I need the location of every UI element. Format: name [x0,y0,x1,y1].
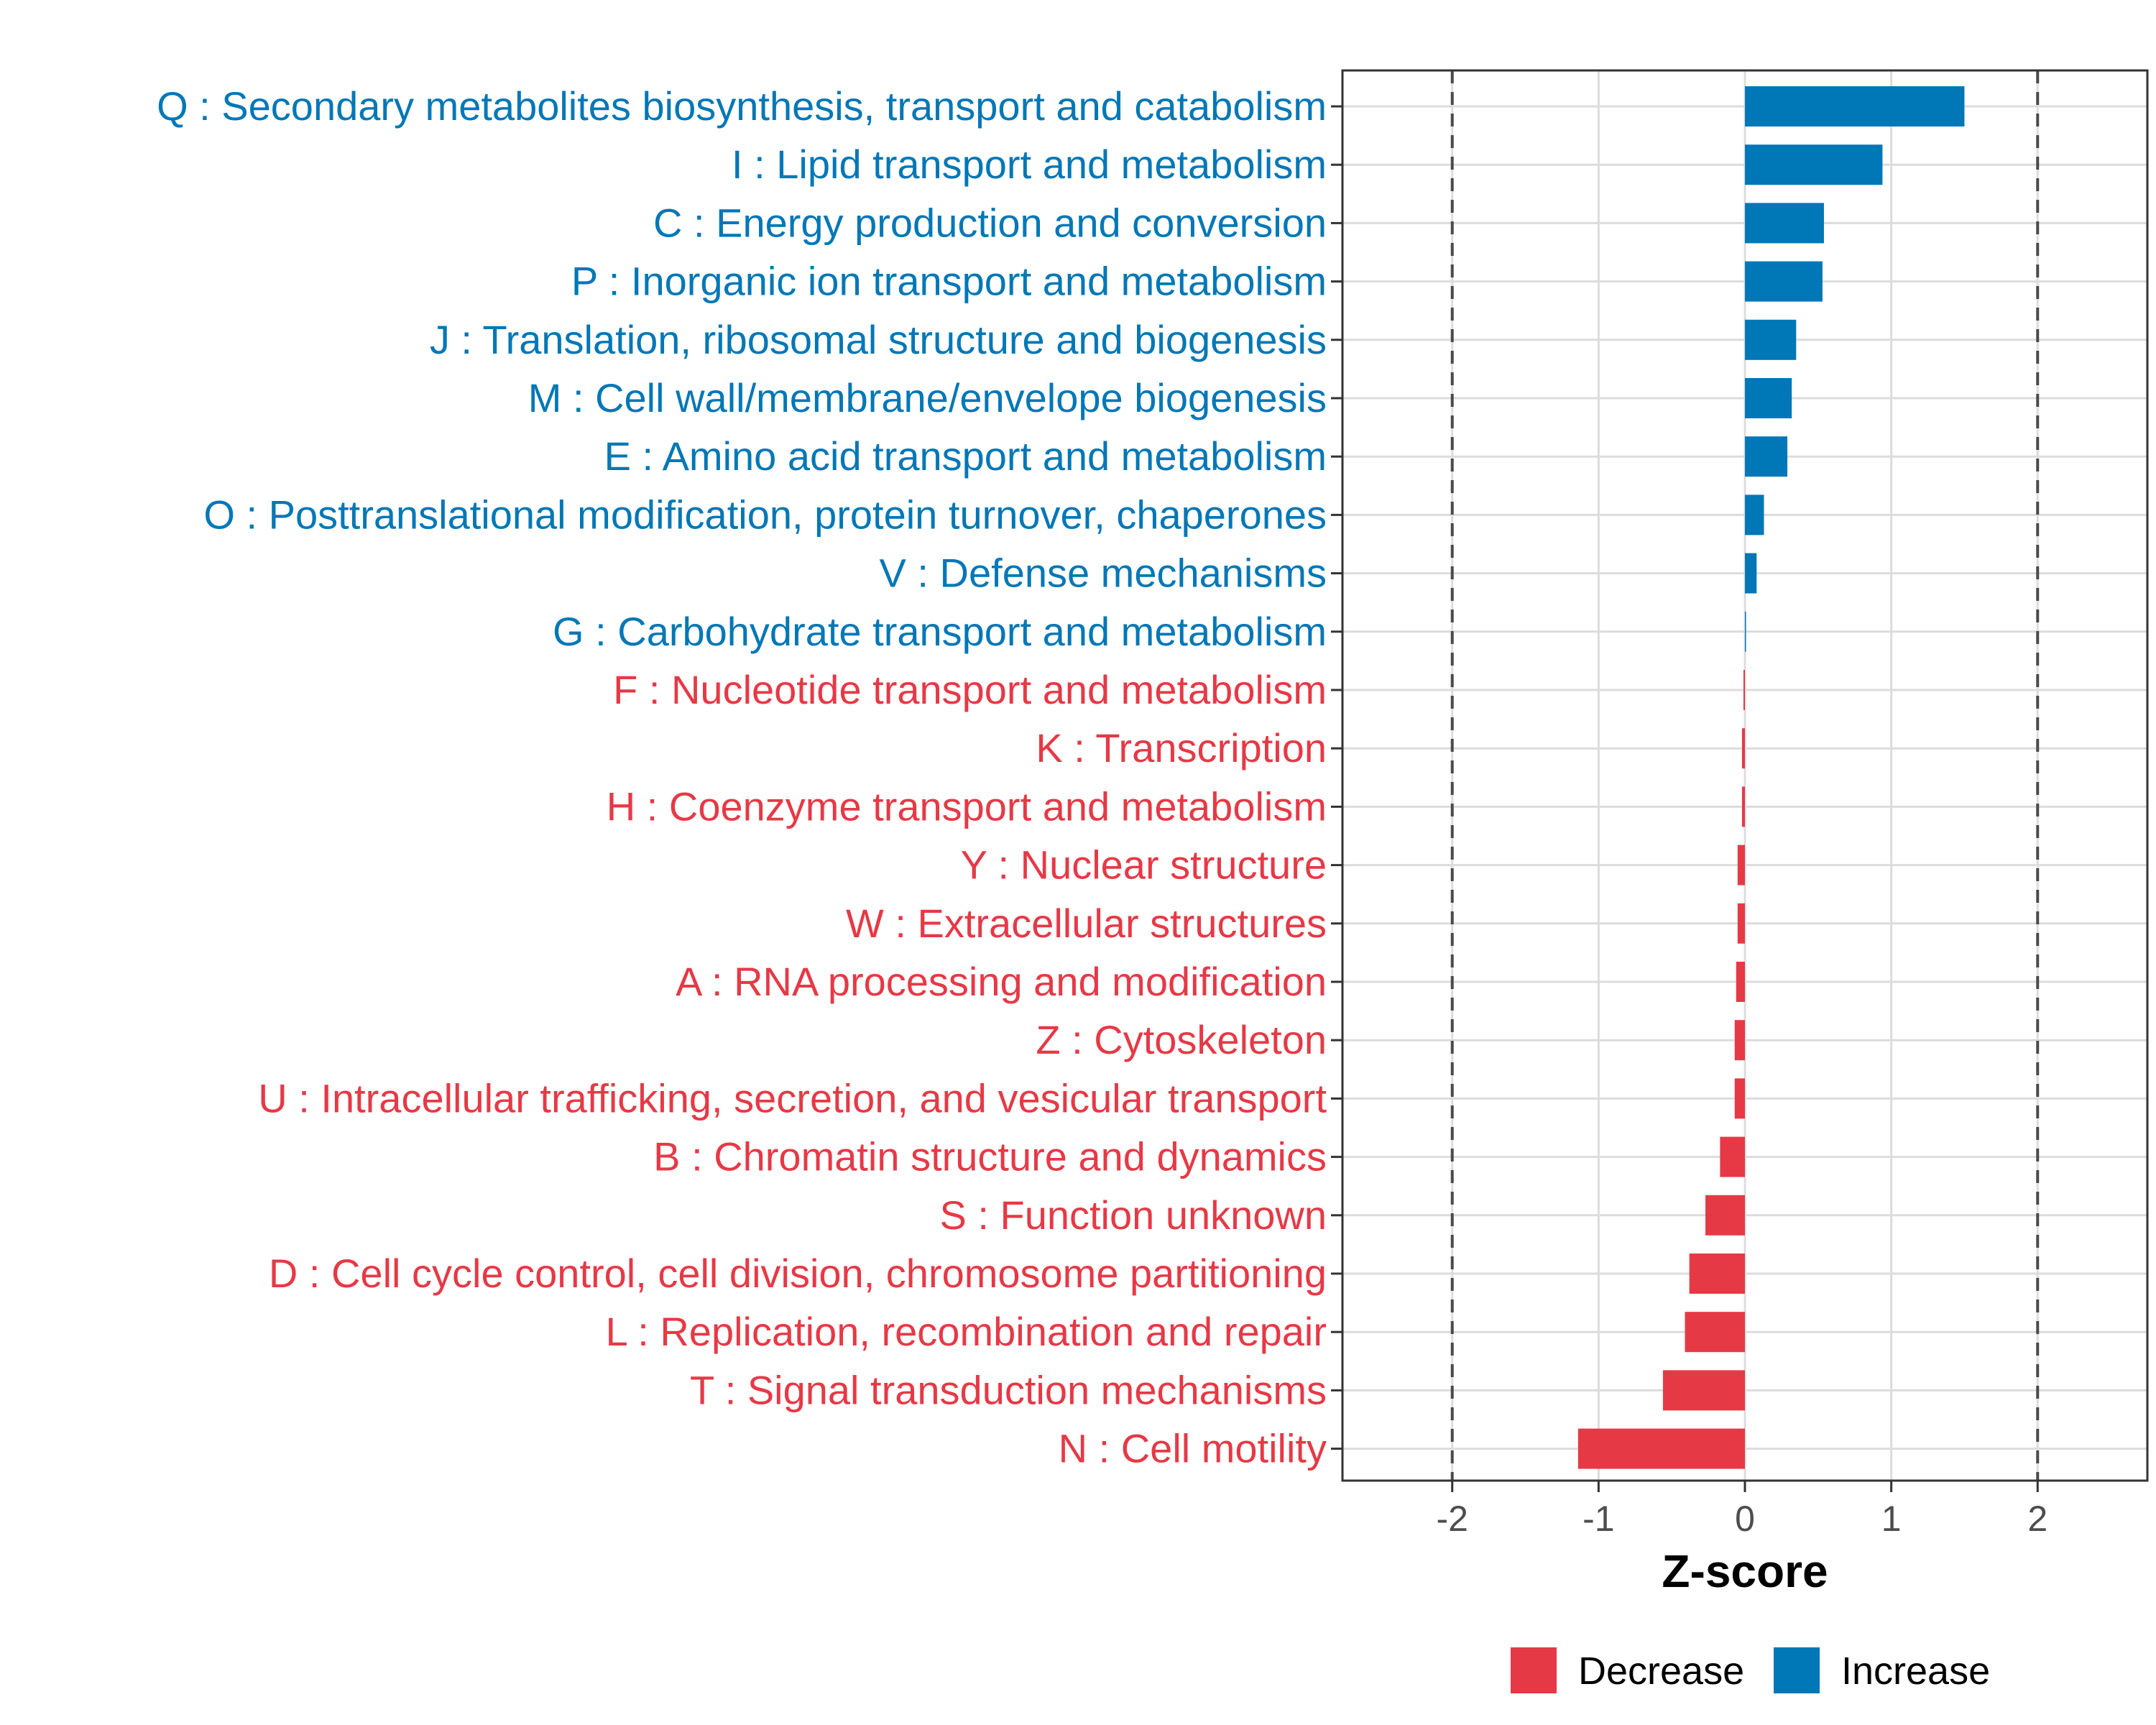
bar [1705,1195,1745,1236]
category-label: C : Energy production and conversion [653,200,1327,245]
category-label: I : Lipid transport and metabolism [732,142,1327,187]
category-label: K : Transcription [1036,725,1327,770]
bar [1737,903,1745,944]
reference-lines [1450,70,2040,1481]
bar [1745,144,1883,185]
bar [1577,1428,1745,1469]
category-label: T : Signal transduction mechanisms [690,1367,1327,1412]
bar [1736,962,1745,1002]
bar [1720,1136,1745,1177]
category-label: F : Nucleotide transport and metabolism [613,667,1327,712]
category-label: E : Amino acid transport and metabolism [604,433,1327,479]
category-label: J : Translation, ribosomal structure and… [430,317,1327,362]
bar [1737,845,1745,886]
category-label: Y : Nuclear structure [961,842,1327,888]
category-label: G : Carbohydrate transport and metabolis… [553,609,1327,654]
bar [1745,86,1965,126]
bars [1577,86,1965,1469]
legend-label-increase: Increase [1841,1650,1990,1693]
bar [1745,494,1764,535]
x-tick-label: 0 [1735,1499,1755,1539]
category-label: S : Function unknown [939,1192,1327,1238]
bar [1745,611,1746,652]
category-label: P : Inorganic ion transport and metaboli… [571,259,1327,304]
category-label: O : Posttranslational modification, prot… [203,492,1327,537]
bar [1734,1020,1745,1061]
bar [1745,203,1824,244]
category-label: B : Chromatin structure and dynamics [653,1134,1327,1179]
x-axis-ticks [1451,1481,2039,1492]
legend-swatch-decrease [1511,1647,1557,1693]
bar [1745,319,1797,360]
x-tick-label: -2 [1436,1499,1468,1539]
category-label: Z : Cytoskeleton [1036,1017,1327,1062]
bar [1741,786,1745,827]
category-label: Q : Secondary metabolites biosynthesis, … [157,83,1327,129]
category-label: M : Cell wall/membrane/envelope biogenes… [528,375,1327,420]
x-tick-label: 1 [1881,1499,1902,1539]
y-axis-labels: Q : Secondary metabolites biosynthesis, … [157,83,1327,1471]
bar [1743,670,1745,710]
legend: Decrease Increase [1511,1647,1990,1693]
legend-label-decrease: Decrease [1578,1650,1744,1693]
x-tick-label: 2 [2027,1499,2047,1539]
bar [1734,1078,1745,1119]
bar [1745,378,1792,418]
y-axis-ticks [1331,105,1342,1450]
category-label: D : Cell cycle control, cell division, c… [269,1251,1327,1296]
category-label: H : Coenzyme transport and metabolism [607,783,1327,829]
bar [1745,553,1757,594]
x-tick-label: -1 [1583,1499,1614,1539]
category-label: A : RNA processing and modification [676,959,1327,1004]
category-label: L : Replication, recombination and repai… [606,1309,1327,1354]
bar [1745,436,1788,477]
bar [1745,261,1823,302]
x-axis-tick-labels: -2 -1 0 1 2 [1436,1499,2047,1539]
bar [1685,1312,1745,1353]
legend-swatch-increase [1774,1647,1820,1693]
category-label: V : Defense mechanisms [880,551,1327,596]
category-label: W : Extracellular structures [846,901,1327,946]
category-label: N : Cell motility [1059,1426,1327,1471]
bar [1689,1254,1745,1294]
x-axis-title: Z-score [1662,1545,1828,1597]
bar [1662,1370,1745,1411]
category-label: U : Intracellular trafficking, secretion… [258,1075,1327,1121]
bar [1741,728,1745,769]
